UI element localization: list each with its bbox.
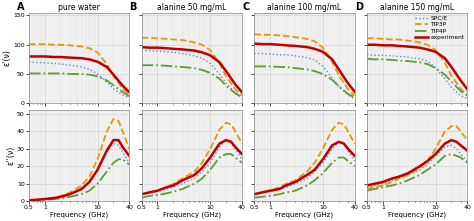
X-axis label: Frequency (GHz): Frequency (GHz) (275, 212, 334, 218)
Y-axis label: ε’(ν): ε’(ν) (3, 50, 12, 66)
X-axis label: Frequency (GHz): Frequency (GHz) (50, 212, 108, 218)
Text: A: A (17, 2, 25, 12)
Legend: SPC/E, TIP3P, TIP4P, experiment: SPC/E, TIP3P, TIP4P, experiment (415, 15, 465, 40)
Text: C: C (242, 2, 249, 12)
Text: B: B (129, 2, 137, 12)
Title: alanine 100 mg/mL: alanine 100 mg/mL (267, 3, 342, 12)
Y-axis label: ε’’(ν): ε’’(ν) (7, 146, 16, 166)
X-axis label: Frequency (GHz): Frequency (GHz) (388, 212, 446, 218)
Text: D: D (355, 2, 363, 12)
Title: alanine 150 mg/mL: alanine 150 mg/mL (380, 3, 454, 12)
X-axis label: Frequency (GHz): Frequency (GHz) (163, 212, 221, 218)
Title: alanine 50 mg/mL: alanine 50 mg/mL (157, 3, 227, 12)
Title: pure water: pure water (58, 3, 100, 12)
